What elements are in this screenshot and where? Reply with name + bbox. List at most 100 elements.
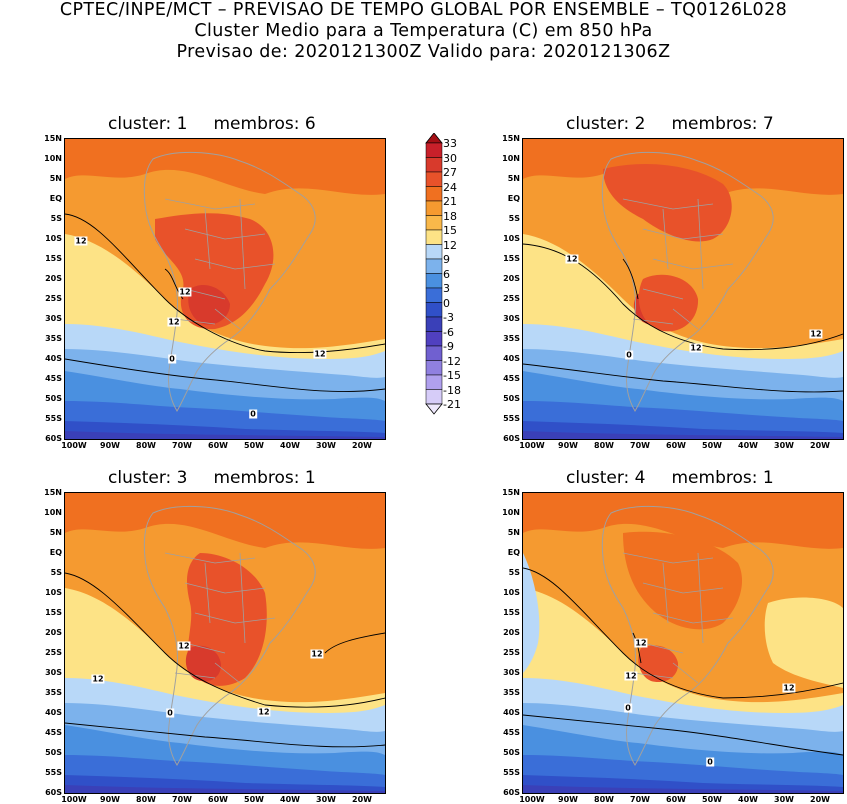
map-panel-cluster-1 [64,138,386,440]
contour-label: 12 [689,343,703,353]
contour-line [65,722,385,748]
latitude-label: 20S [45,274,62,283]
latitude-label: 50S [45,748,62,757]
longitude-label: 30W [774,795,794,804]
latitude-label: EQ [49,548,62,557]
country-border [642,288,684,300]
longitude-label: 70W [630,795,650,804]
longitude-label: 40W [738,795,758,804]
temperature-band [188,284,230,325]
longitude-label: 40W [738,441,758,450]
contour-label: 12 [177,641,191,651]
longitude-label: 30W [774,441,794,450]
contour-label: 0 [624,703,632,713]
map-panel-cluster-4 [522,492,844,794]
latitude-label: 55S [45,414,62,423]
latitude-label: 25S [45,648,62,657]
country-border [214,662,241,684]
country-border [662,208,669,270]
temperature-band [305,142,385,185]
coastline [143,506,316,766]
contour-label: 12 [178,287,192,297]
latitude-label: 10N [502,154,520,163]
longitude-label: 30W [316,795,336,804]
contour-line [523,714,843,756]
figure-title-line-3: Previsao de: 2020121300Z Valido para: 20… [176,42,671,62]
latitude-label: 50S [503,748,520,757]
temperature-band [523,139,843,195]
contour-label: 0 [625,350,633,360]
temperature-field-1 [65,139,385,439]
colorbar-bin [425,287,443,303]
country-border [642,582,724,594]
colorbar-tick-label: -6 [443,325,454,339]
colorbar-tick-label: 3 [443,282,450,295]
latitude-label: 5N [49,528,62,537]
colorbar-bin [425,215,443,231]
latitude-label: 40S [503,354,520,363]
colorbar-tick-label: 21 [443,195,457,208]
country-border [652,612,734,624]
longitude-label: 90W [558,795,578,804]
latitude-label: 30S [45,668,62,677]
longitude-label: 100W [61,795,87,804]
latitude-label: 25S [503,294,520,303]
latitude-label: 10S [45,588,62,597]
latitude-label: 45S [45,374,62,383]
colorbar [425,133,443,415]
longitude-label: 20W [352,795,372,804]
colorbar-bin [425,345,443,361]
latitude-label: 5N [507,528,520,537]
latitude-label: 20S [45,628,62,637]
contour-label: 12 [782,683,796,693]
contour-line [523,363,843,393]
colorbar-bin [425,374,443,390]
latitude-label: 40S [503,708,520,717]
contour-line [65,358,385,392]
latitude-label: 45S [503,728,520,737]
latitude-label: EQ [507,548,520,557]
temperature-band [65,785,385,793]
latitude-label: 10S [503,588,520,597]
colorbar-tick-label: 30 [443,151,457,165]
colorbar-bin [425,186,443,202]
colorbar-bottom-arrow [425,403,443,415]
panel-title-2: cluster: 2 membros: 7 [566,114,774,134]
latitude-label: 5S [508,568,520,577]
latitude-label: 35S [503,334,520,343]
latitude-label: 50S [503,394,520,403]
panel-title-1: cluster: 1 membros: 6 [108,114,316,134]
contour-label: 0 [166,708,174,718]
latitude-label: 10S [45,234,62,243]
country-border [214,308,241,330]
colorbar-tick-label: -12 [443,354,461,368]
temperature-band [523,785,843,793]
latitude-label: 40S [45,708,62,717]
latitude-label: 25S [45,294,62,303]
colorbar-bin [425,200,443,216]
contour-label: 12 [634,638,648,648]
colorbar-bin [425,244,443,260]
latitude-label: 35S [45,688,62,697]
contour-label: 12 [167,317,181,327]
contour-line [622,258,639,300]
longitude-label: 20W [810,795,830,804]
longitude-label: 20W [810,441,830,450]
latitude-label: 5N [49,174,62,183]
latitude-label: 15S [45,608,62,617]
country-border [184,288,226,300]
country-border [632,318,674,325]
country-border [204,562,211,624]
latitude-label: 50S [45,394,62,403]
latitude-label: 15S [45,254,62,263]
longitude-label: 50W [702,441,722,450]
longitude-label: 50W [702,795,722,804]
country-border [622,552,714,564]
country-border [652,258,734,270]
country-border [184,642,226,654]
colorbar-tick-label: 12 [443,238,457,252]
temperature-band [523,431,843,439]
latitude-label: 15N [502,134,520,143]
latitude-label: 45S [503,374,520,383]
colorbar-tick-label: -21 [443,398,461,411]
